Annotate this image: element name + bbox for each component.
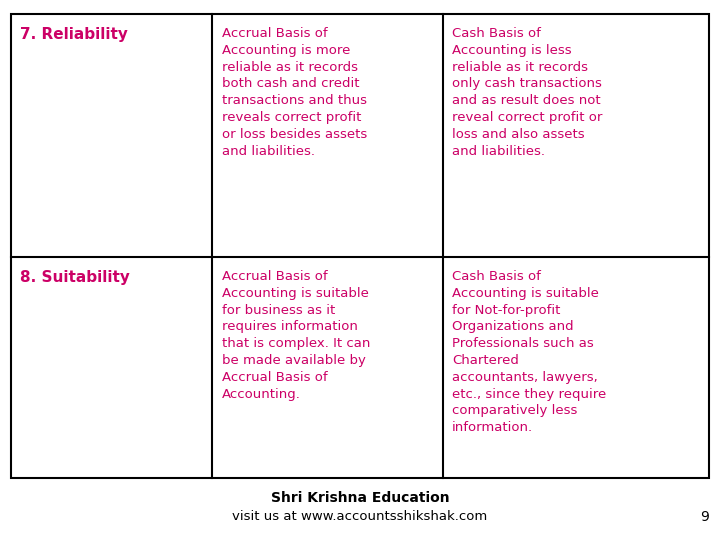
Text: 9: 9 bbox=[701, 510, 709, 524]
Bar bbox=[11, 14, 709, 478]
Text: Accrual Basis of
Accounting is more
reliable as it records
both cash and credit
: Accrual Basis of Accounting is more reli… bbox=[222, 27, 367, 158]
Text: 8. Suitability: 8. Suitability bbox=[20, 270, 130, 285]
Text: Accrual Basis of
Accounting is suitable
for business as it
requires information
: Accrual Basis of Accounting is suitable … bbox=[222, 270, 370, 401]
Text: Cash Basis of
Accounting is less
reliable as it records
only cash transactions
a: Cash Basis of Accounting is less reliabl… bbox=[452, 27, 603, 158]
Text: 7. Reliability: 7. Reliability bbox=[20, 27, 128, 42]
Text: Cash Basis of
Accounting is suitable
for Not-for-profit
Organizations and
Profes: Cash Basis of Accounting is suitable for… bbox=[452, 270, 606, 434]
Text: visit us at www.accountsshikshak.com: visit us at www.accountsshikshak.com bbox=[233, 510, 487, 523]
Text: Shri Krishna Education: Shri Krishna Education bbox=[271, 491, 449, 505]
